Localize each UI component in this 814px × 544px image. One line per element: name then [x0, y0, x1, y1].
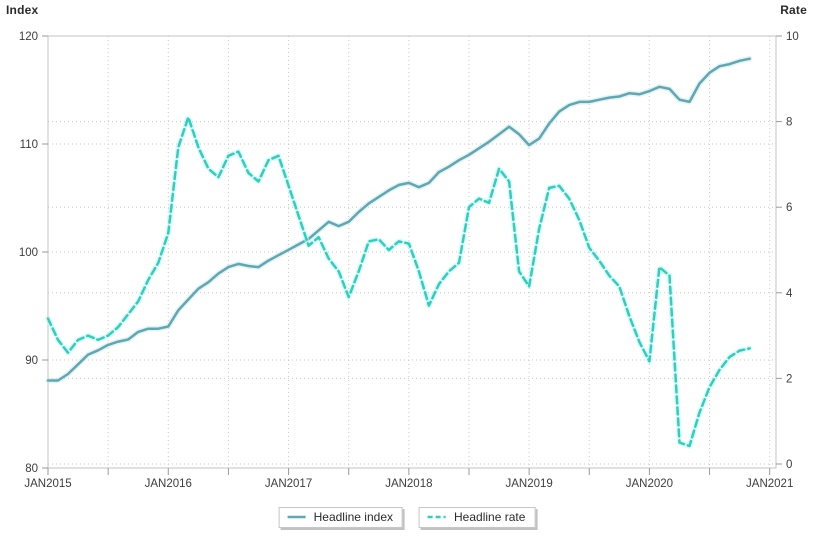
svg-text:4: 4	[786, 288, 793, 300]
svg-text:90: 90	[25, 355, 38, 367]
dashed-line-swatch	[428, 515, 446, 519]
axis-ticks	[42, 35, 782, 475]
legend-label-headline-index: Headline index	[313, 510, 393, 524]
axis-tick-labels: JAN2015 JAN2016 JAN2017 JAN2018 JAN2019 JAN20…	[19, 31, 799, 490]
left-axis-title: Index	[6, 3, 39, 17]
svg-text:80: 80	[25, 463, 38, 475]
svg-text:JAN2015: JAN2015	[24, 478, 71, 490]
svg-text:120: 120	[19, 31, 38, 43]
svg-text:100: 100	[19, 247, 38, 259]
svg-text:JAN2016: JAN2016	[145, 478, 192, 490]
svg-text:0: 0	[786, 459, 792, 471]
series-headline-index	[45, 55, 753, 384]
svg-text:8: 8	[786, 117, 792, 129]
legend-item-headline-rate: Headline rate	[419, 507, 536, 528]
solid-line-swatch	[287, 515, 306, 519]
svg-text:6: 6	[786, 202, 792, 214]
svg-text:JAN2019: JAN2019	[505, 478, 552, 490]
svg-text:10: 10	[786, 31, 799, 43]
svg-text:JAN2018: JAN2018	[385, 478, 432, 490]
svg-text:JAN2020: JAN2020	[626, 478, 673, 490]
series-headline-rate	[45, 114, 753, 449]
svg-text:2: 2	[786, 373, 792, 385]
legend: Headline index Headline rate	[278, 507, 536, 528]
svg-text:JAN2021: JAN2021	[746, 478, 793, 490]
svg-text:110: 110	[20, 139, 38, 151]
legend-label-headline-rate: Headline rate	[454, 510, 526, 524]
right-axis-title: Rate	[780, 3, 807, 17]
gridlines	[47, 36, 776, 468]
legend-item-headline-index: Headline index	[278, 507, 403, 528]
svg-text:JAN2017: JAN2017	[265, 478, 312, 490]
